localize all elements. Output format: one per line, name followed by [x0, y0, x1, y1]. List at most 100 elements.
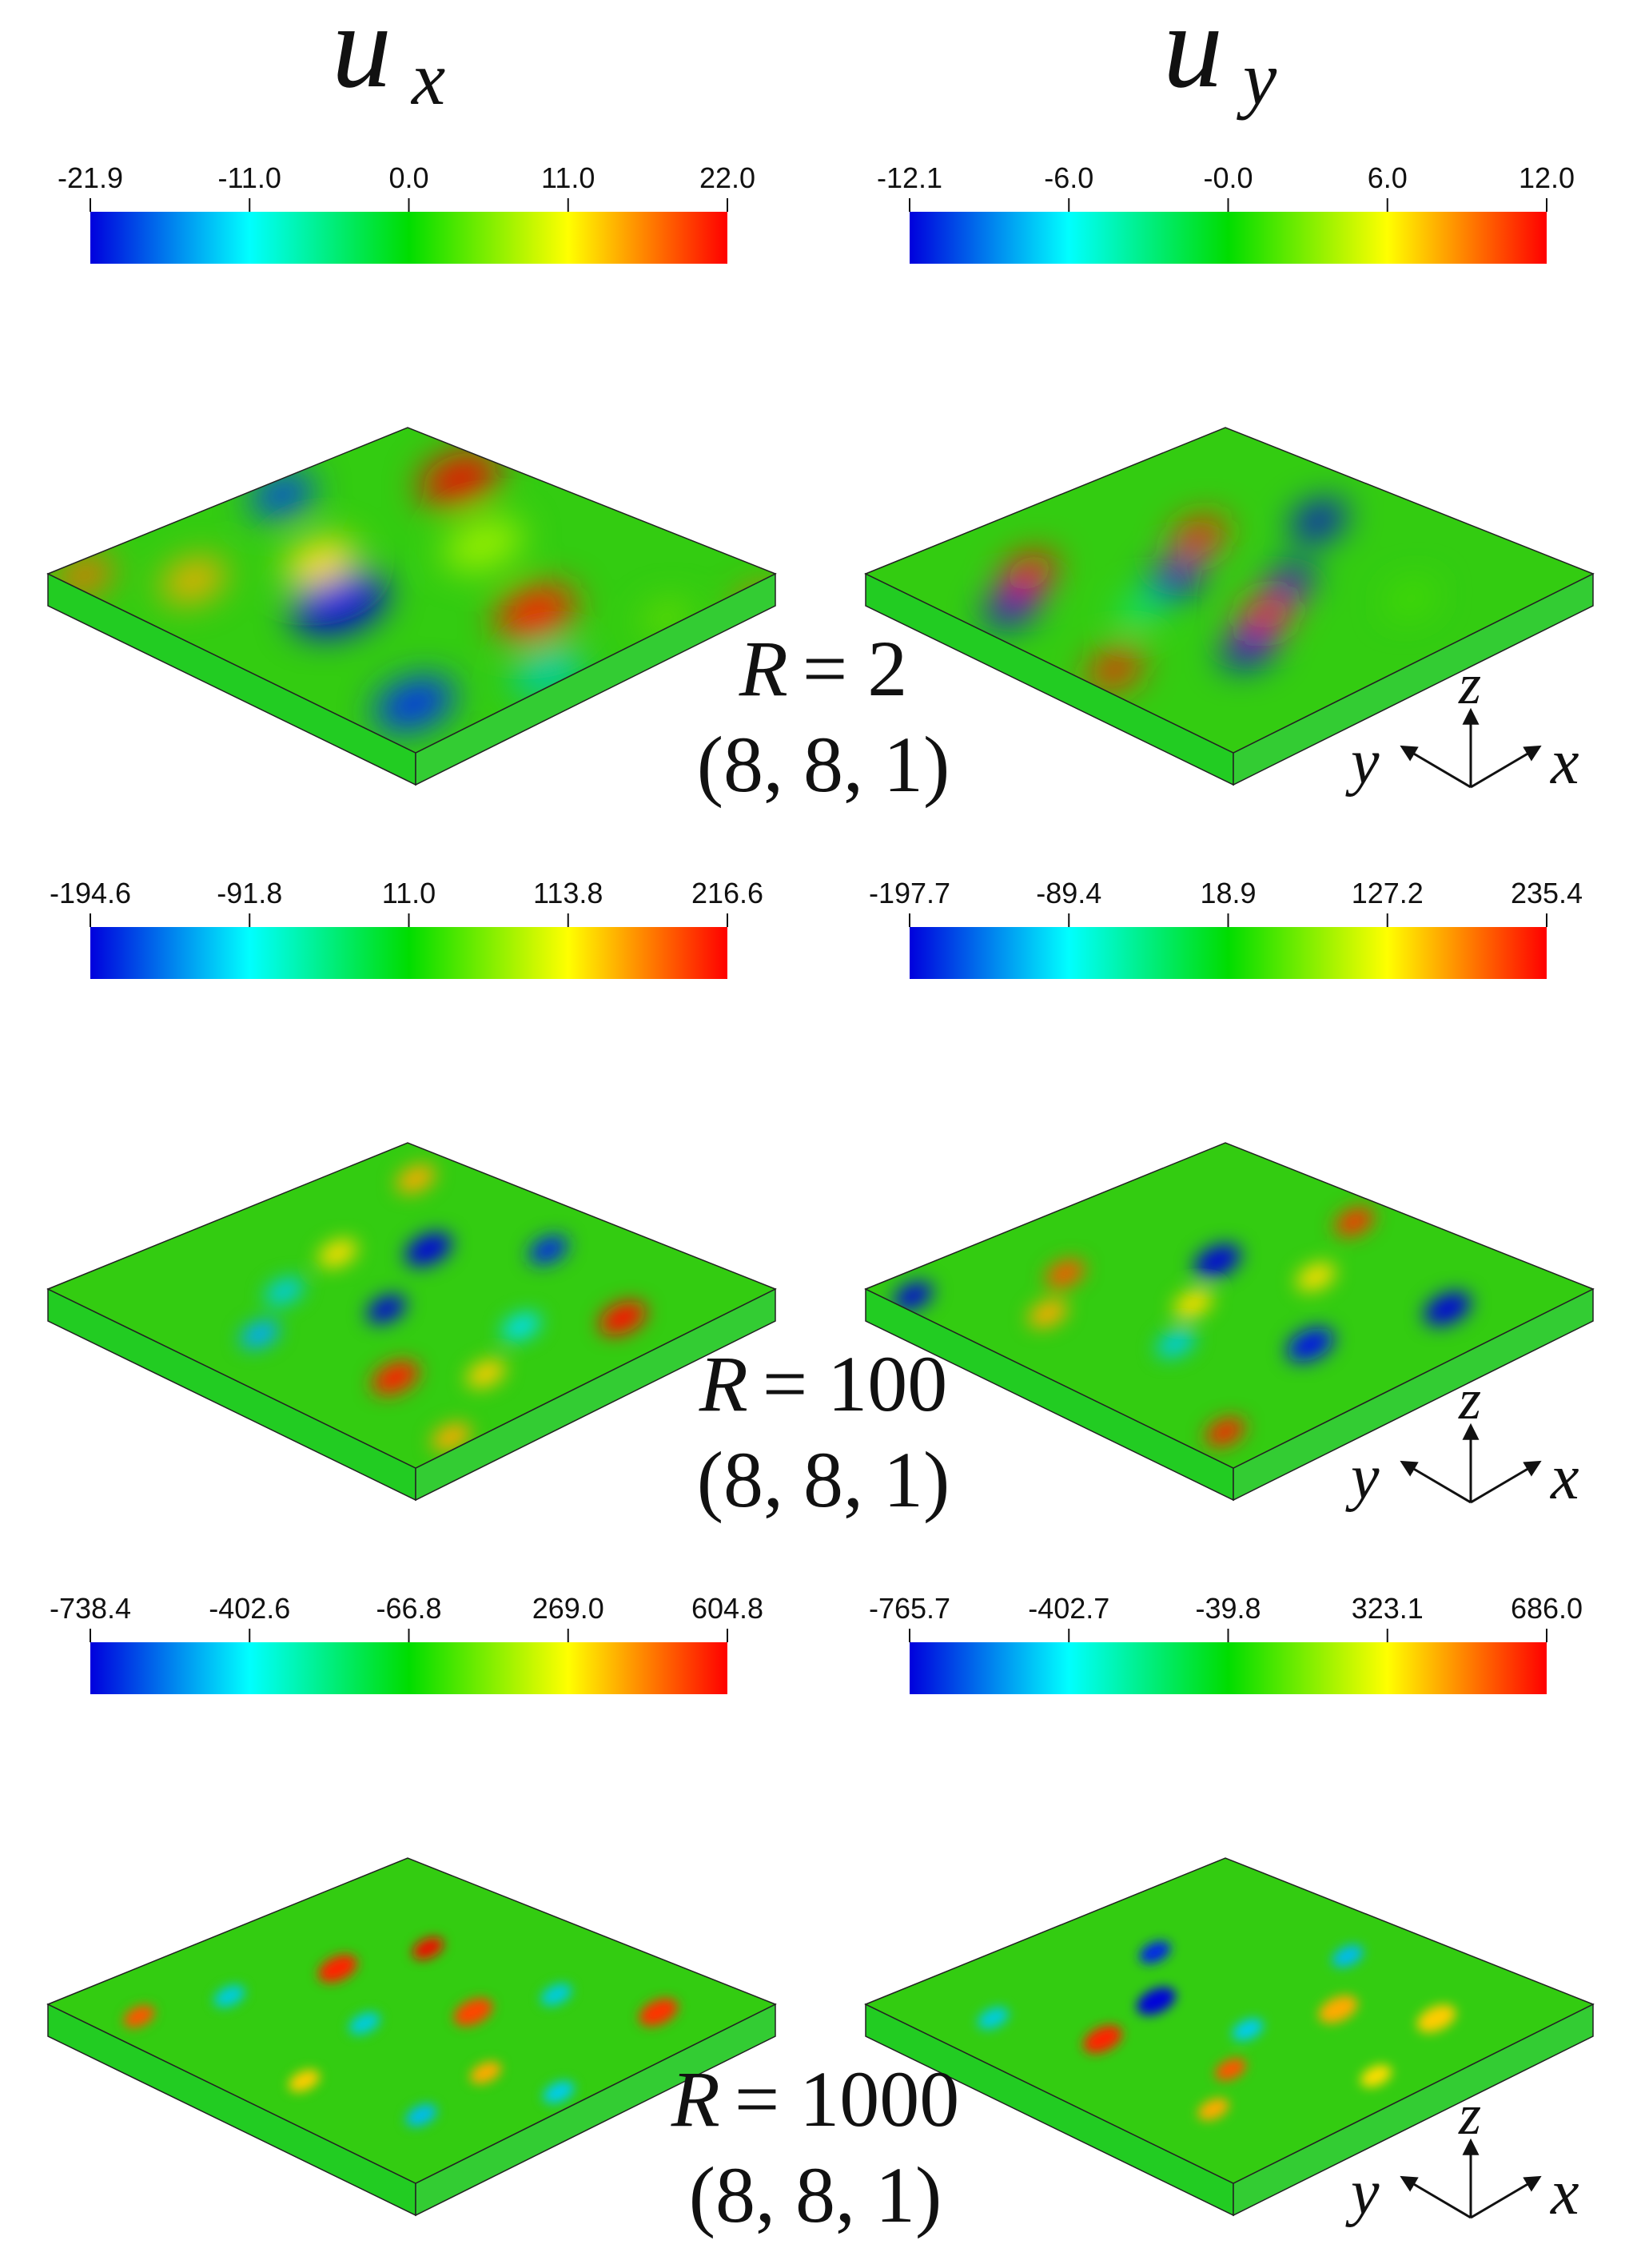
- x-axis-arrow: [1470, 745, 1542, 789]
- reynolds-symbol: R: [739, 624, 788, 713]
- volume-slab: [864, 1142, 1595, 1502]
- axis-triad: z y x: [1345, 1367, 1579, 1513]
- field-blob: [1332, 1944, 1364, 1968]
- reynolds-label: R = 2: [739, 624, 908, 713]
- field-blob: [240, 1320, 280, 1349]
- field-blob: [1360, 2064, 1392, 2087]
- z-axis-label: z: [1458, 2083, 1481, 2147]
- header-uy-symbol: u: [1163, 0, 1223, 113]
- z-axis-label: z: [1458, 1367, 1481, 1431]
- field-blob: [1193, 1243, 1241, 1278]
- axis-triad: z y x: [1345, 2083, 1579, 2228]
- colorbar-gradient: [910, 927, 1547, 979]
- x-axis-label: x: [1550, 1442, 1579, 1513]
- field-blob: [1173, 1289, 1213, 1318]
- x-axis-label: x: [1550, 727, 1579, 798]
- field-blob: [453, 1998, 493, 2027]
- field-blob: [318, 1954, 357, 1983]
- x-axis-label: x: [1550, 2158, 1579, 2228]
- field-blob: [977, 2007, 1010, 2030]
- reynolds-symbol: R: [671, 2055, 720, 2143]
- field-blob: [161, 559, 225, 602]
- colorbar-ux: -194.6 -91.8 11.0 113.8 216.6: [50, 877, 763, 979]
- field-blob: [501, 1312, 541, 1341]
- colorbar-tick-label: -6.0: [1044, 161, 1093, 194]
- colorbar-gradient: [90, 927, 727, 979]
- field-blob: [1318, 1995, 1358, 2023]
- field-blob: [1214, 2058, 1247, 2081]
- colorbar-tick-label: 11.0: [541, 161, 595, 194]
- colorbar-tick-label: 604.8: [691, 1592, 763, 1625]
- field-blob: [1171, 517, 1227, 557]
- colorbar-tick-label: 323.1: [1352, 1592, 1424, 1625]
- colorbar-tick-label: -402.6: [209, 1592, 290, 1625]
- colorbar-uy: -12.1 -6.0 -0.0 6.0 12.0: [877, 161, 1575, 264]
- mode-label: (8, 8, 1): [697, 720, 950, 809]
- colorbar-ux: -738.4 -402.6 -66.8 269.0 604.8: [50, 1592, 763, 1694]
- x-axis-arrow: [1470, 2175, 1542, 2219]
- colorbar-tick-label: 0.0: [388, 161, 428, 194]
- field-blob: [1286, 1327, 1334, 1362]
- colorbar-tick-label: 216.6: [691, 877, 763, 909]
- colorbar-tick-label: -21.9: [58, 161, 123, 194]
- field-blob: [984, 587, 1039, 627]
- colorbar-tick-label: -402.7: [1028, 1592, 1109, 1625]
- field-blob: [396, 1164, 436, 1193]
- field-blob: [1335, 1208, 1374, 1236]
- field-blob: [528, 1235, 568, 1264]
- z-axis-label: z: [1458, 652, 1481, 716]
- field-blob: [1139, 1941, 1171, 1964]
- reynolds-symbol: R: [699, 1339, 748, 1428]
- colorbar-tick-label: 6.0: [1368, 161, 1408, 194]
- reynolds-value: = 2: [803, 624, 907, 713]
- y-axis-arrow: [1400, 2175, 1472, 2219]
- colorbar-tick-label: 113.8: [533, 877, 603, 909]
- colorbar-gradient: [90, 1642, 727, 1694]
- colorbar-tick-label: 11.0: [382, 877, 436, 909]
- field-blob: [1083, 2025, 1122, 2054]
- field-blob: [284, 537, 356, 586]
- field-blob: [372, 1361, 419, 1395]
- field-blob: [599, 1301, 647, 1335]
- colorbar-tick-label: -89.4: [1036, 877, 1101, 909]
- colorbar-tick-label: -197.7: [869, 877, 950, 909]
- row-1: -194.6 -91.8 11.0 113.8 216.6 -197.7 -89.4 18.9…: [46, 877, 1595, 1524]
- slab-top-face: [866, 1143, 1593, 1468]
- field-blob: [443, 518, 524, 571]
- field-blob: [1296, 1263, 1336, 1291]
- panel-rows: -21.9 -11.0 0.0 11.0 22.0 -12.1 -6.0 -0.0 6.0 12.…: [46, 161, 1595, 2239]
- field-blob: [374, 677, 455, 731]
- header-ux-symbol: u: [332, 0, 392, 113]
- field-blob: [288, 2069, 321, 2092]
- field-blob: [1221, 628, 1277, 668]
- colorbar-tick-label: 127.2: [1352, 877, 1424, 909]
- field-blob: [543, 2081, 575, 2104]
- colorbar-tick-label: -765.7: [869, 1592, 950, 1625]
- colorbar-tick-label: -39.8: [1195, 1592, 1261, 1625]
- y-axis-label: y: [1345, 2158, 1380, 2228]
- colorbar-tick-label: 12.0: [1519, 161, 1575, 194]
- field-blob: [1291, 501, 1346, 541]
- y-axis-arrow: [1400, 1460, 1472, 1504]
- colorbar-gradient: [910, 212, 1547, 264]
- field-blob: [213, 1984, 245, 2007]
- field-blob: [540, 1984, 572, 2006]
- colorbar-tick-label: -0.0: [1203, 161, 1253, 194]
- field-blob: [265, 1277, 304, 1306]
- slab-top-face: [48, 1858, 775, 2183]
- field-blob: [1232, 2018, 1264, 2041]
- volume-slab: [46, 1857, 777, 2217]
- r-label: R = 2(8, 8, 1): [697, 624, 950, 809]
- slab-top-face: [48, 428, 775, 753]
- field-blob: [123, 2005, 155, 2028]
- volume-slab: [46, 1142, 777, 1502]
- mode-label: (8, 8, 1): [697, 1435, 950, 1524]
- colorbar-tick-label: 18.9: [1200, 877, 1256, 909]
- volume-slab: [864, 427, 1595, 786]
- slab-top-face: [866, 428, 1593, 753]
- colorbar-tick-label: 269.0: [532, 1592, 604, 1625]
- volume-slab: [46, 427, 777, 786]
- field-blob: [349, 2011, 380, 2035]
- field-blob: [291, 571, 388, 635]
- colorbar-gradient: [910, 1642, 1547, 1694]
